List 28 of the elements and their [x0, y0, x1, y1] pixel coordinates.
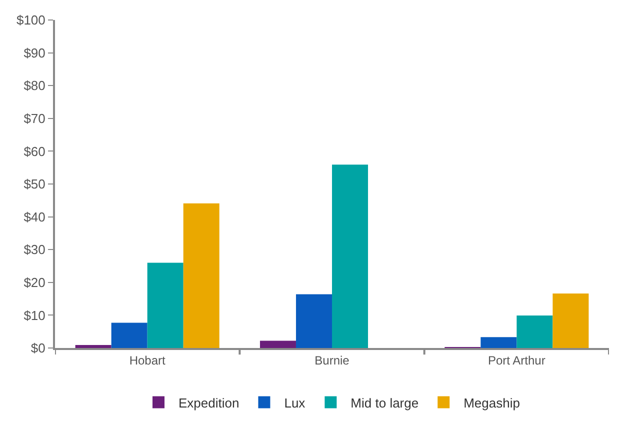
bar [183, 203, 220, 348]
y-tick-label: $60 [24, 144, 46, 159]
bar [332, 164, 368, 348]
y-tick-label: $70 [24, 110, 46, 126]
y-tick-label: $50 [24, 176, 46, 192]
y-tick-label: $30 [24, 242, 46, 258]
x-tick-label: Hobart [129, 353, 166, 368]
legend-label: Mid to large [350, 395, 419, 410]
bar [480, 337, 517, 348]
bar [111, 322, 148, 348]
x-tick-label: Port Arthur [488, 353, 546, 368]
legend-label: Megaship [464, 395, 520, 410]
bar [147, 262, 184, 348]
x-tick-label: Burnie [314, 353, 350, 368]
y-tick-label: $0 [30, 340, 46, 356]
bar [296, 294, 332, 348]
y-tick-label: $100 [16, 12, 46, 28]
bar [75, 345, 112, 348]
bar [516, 316, 553, 348]
legend-label: Lux [284, 395, 306, 410]
y-tick-label: $90 [24, 45, 46, 60]
bar [552, 294, 589, 348]
y-tick-label: $80 [24, 78, 46, 94]
bar [260, 340, 296, 348]
y-tick-label: $10 [24, 308, 46, 323]
legend-label: Expedition [178, 395, 240, 410]
y-tick-label: $20 [24, 274, 46, 290]
y-tick-label: $40 [24, 209, 46, 224]
